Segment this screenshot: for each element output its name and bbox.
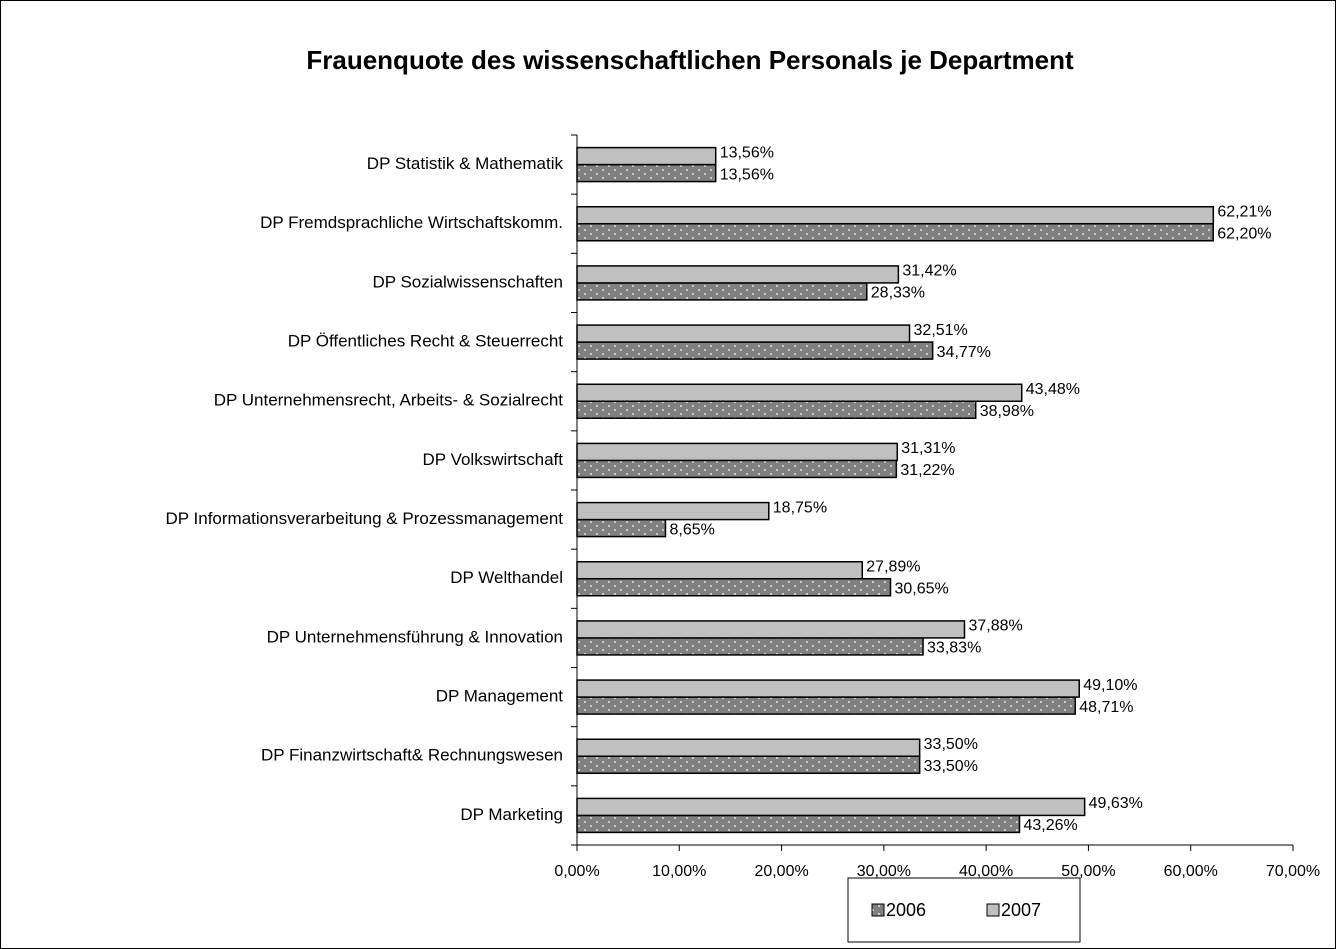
value-label: 31,22% xyxy=(900,462,954,479)
value-label: 48,71% xyxy=(1079,699,1133,716)
x-tick-label: 0,00% xyxy=(554,863,599,880)
bar xyxy=(576,341,934,360)
value-label: 8,65% xyxy=(669,521,714,538)
value-label: 62,20% xyxy=(1217,225,1271,242)
value-label: 38,98% xyxy=(980,403,1034,420)
category-label: DP Unternehmensrecht, Arbeits- & Sozialr… xyxy=(214,391,564,410)
x-tick-label: 50,00% xyxy=(1061,863,1115,880)
bar xyxy=(576,518,667,538)
legend-swatch xyxy=(986,903,1000,917)
bar xyxy=(576,383,1023,402)
legend-box xyxy=(847,877,1081,943)
value-label: 34,77% xyxy=(937,344,991,361)
value-label: 28,33% xyxy=(871,285,925,302)
legend-label: 2006 xyxy=(886,900,926,920)
bar xyxy=(576,206,1215,225)
category-label: DP Unternehmensführung & Innovation xyxy=(267,627,563,646)
category-label: DP Fremdsprachliche Wirtschaftskomm. xyxy=(260,213,563,232)
category-label: DP Welthandel xyxy=(450,568,563,587)
value-label: 33,50% xyxy=(924,758,978,775)
legend-label: 2007 xyxy=(1001,900,1041,920)
category-label: DP Volkswirtschaft xyxy=(423,450,564,469)
value-label: 49,63% xyxy=(1089,795,1143,812)
value-label: 31,31% xyxy=(901,440,955,457)
bar xyxy=(576,223,1214,242)
value-label: 31,42% xyxy=(902,263,956,280)
category-label: DP Sozialwissenschaften xyxy=(372,272,563,291)
bar xyxy=(576,501,770,521)
x-tick-label: 40,00% xyxy=(959,863,1013,880)
value-label: 62,21% xyxy=(1217,203,1271,220)
bar xyxy=(576,637,924,656)
category-label: DP Marketing xyxy=(460,805,563,824)
bar xyxy=(576,738,921,757)
value-label: 49,10% xyxy=(1083,677,1137,694)
value-label: 43,26% xyxy=(1023,817,1077,834)
value-label: 32,51% xyxy=(914,322,968,339)
category-label: DP Informationsverarbeitung & Prozessman… xyxy=(166,509,564,528)
value-label: 30,65% xyxy=(895,580,949,597)
value-label: 13,56% xyxy=(720,144,774,161)
bar xyxy=(576,324,911,343)
category-label: DP Statistik & Mathematik xyxy=(367,154,564,173)
bar xyxy=(576,755,921,774)
bar xyxy=(576,400,977,419)
x-tick-label: 10,00% xyxy=(652,863,706,880)
value-label: 33,50% xyxy=(924,736,978,753)
x-tick-label: 20,00% xyxy=(754,863,808,880)
bar xyxy=(576,146,717,166)
bar xyxy=(576,814,1021,834)
x-tick-label: 70,00% xyxy=(1266,863,1320,880)
value-label: 37,88% xyxy=(968,618,1022,635)
bar xyxy=(576,797,1086,817)
value-label: 18,75% xyxy=(773,499,827,516)
category-label: DP Finanzwirtschaft& Rechnungswesen xyxy=(261,746,563,765)
bar xyxy=(576,265,900,284)
value-label: 33,83% xyxy=(927,640,981,657)
chart-title: Frauenquote des wissenschaftlichen Perso… xyxy=(306,45,1074,75)
bar xyxy=(576,679,1080,698)
bar xyxy=(576,561,864,580)
value-label: 43,48% xyxy=(1026,381,1080,398)
bar xyxy=(576,459,898,479)
x-tick-label: 30,00% xyxy=(857,863,911,880)
bar xyxy=(576,282,868,301)
value-label: 27,89% xyxy=(866,558,920,575)
bar xyxy=(576,163,717,183)
bar xyxy=(576,696,1076,715)
bar xyxy=(576,442,899,462)
category-label: DP Öffentliches Recht & Steuerrecht xyxy=(288,332,564,351)
bar xyxy=(576,620,966,639)
x-tick-label: 60,00% xyxy=(1164,863,1218,880)
category-label: DP Management xyxy=(436,687,564,706)
bar xyxy=(576,578,892,597)
value-label: 13,56% xyxy=(720,166,774,183)
legend-swatch xyxy=(871,903,885,917)
